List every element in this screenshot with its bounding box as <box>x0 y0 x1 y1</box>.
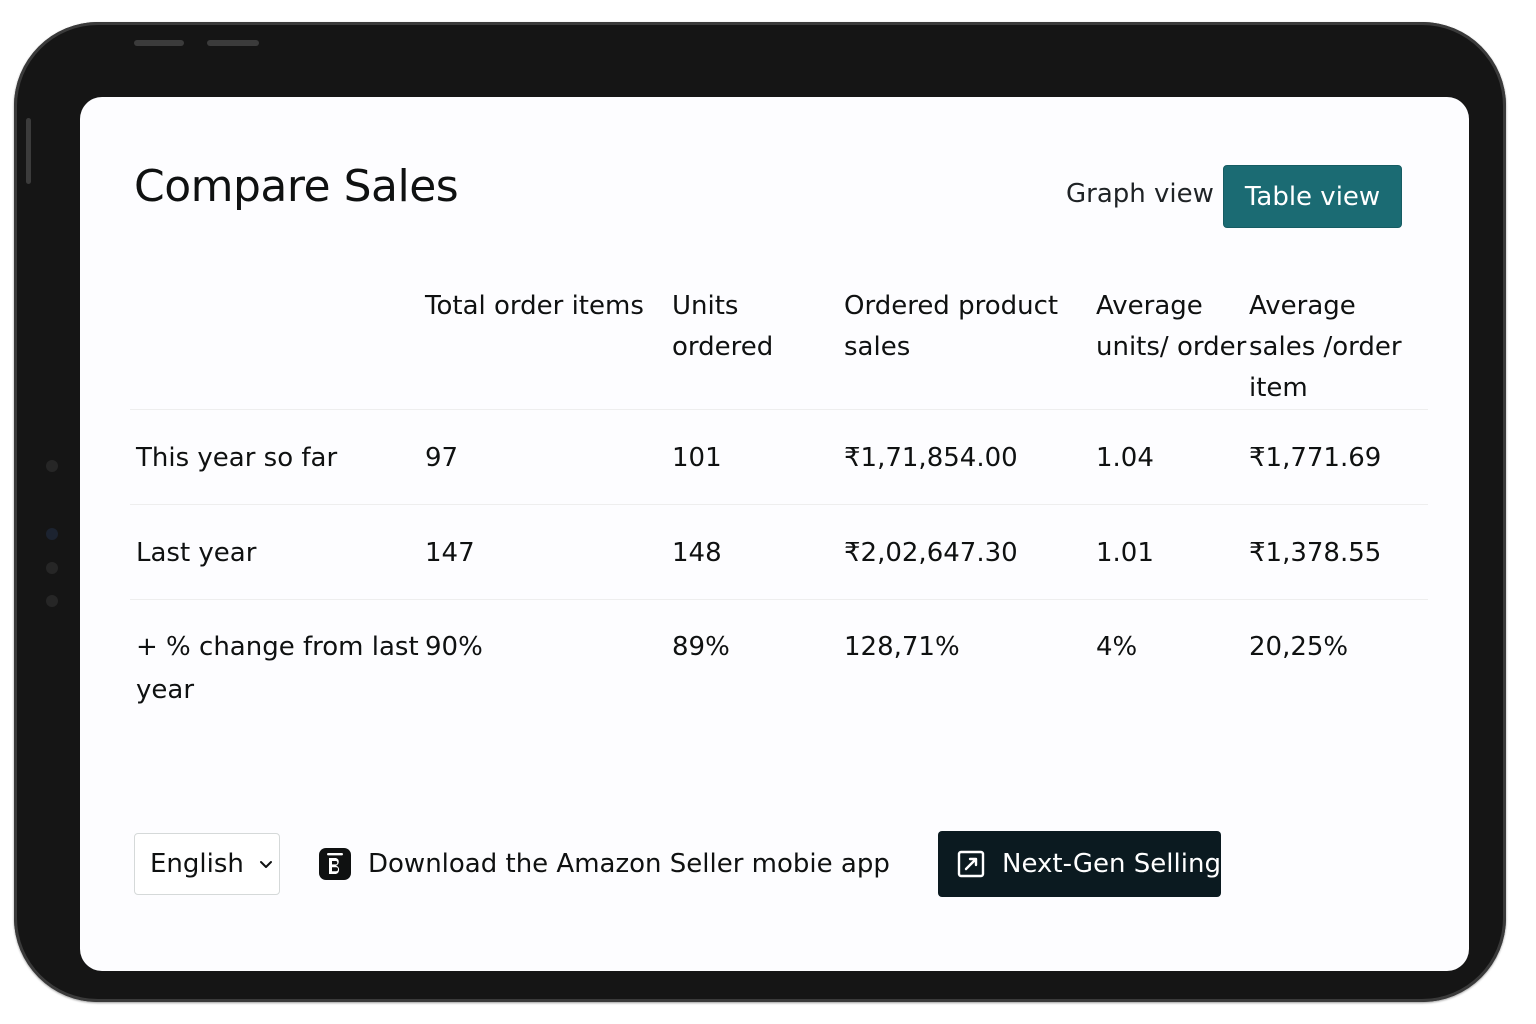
table-cell: 97 <box>425 409 672 505</box>
chevron-down-icon <box>259 861 272 868</box>
next-gen-selling-button[interactable]: Next-Gen Selling <box>938 831 1221 897</box>
compare-sales-table: Total order items Units ordered Ordered … <box>130 282 1428 736</box>
percent-change-cell: 20,25% <box>1249 632 1349 662</box>
column-header-average-units-order: Average units/ order <box>1096 282 1249 410</box>
download-seller-app-label: Download the Amazon Seller mobie app <box>368 849 890 879</box>
side-sensor <box>46 562 58 574</box>
table-cell: 147 <box>425 504 672 600</box>
table-row-percent-change: + % change from last year 90% 89% 128,71… <box>130 600 1428 737</box>
external-link-icon <box>957 850 985 878</box>
table-cell: 101 <box>672 409 844 505</box>
column-header-ordered-product-sales: Ordered product sales <box>844 282 1096 410</box>
table-cell: 148 <box>672 504 844 600</box>
table-cell: ₹1,378.55 <box>1249 504 1428 600</box>
column-header-average-sales-order-item: Average sales /order item <box>1249 282 1428 410</box>
table-header-row: Total order items Units ordered Ordered … <box>130 282 1428 410</box>
tablet-frame: Compare Sales Graph view Table view Tota… <box>14 22 1506 1002</box>
table-cell: ₹1,71,854.00 <box>844 409 1096 505</box>
side-sensor <box>46 528 58 540</box>
download-seller-app-link[interactable]: Download the Amazon Seller mobie app <box>318 847 890 881</box>
language-select-value: English <box>150 849 244 879</box>
graph-view-toggle[interactable]: Graph view <box>1066 179 1214 209</box>
table-cell: 1.04 <box>1096 409 1249 505</box>
top-button <box>207 40 259 46</box>
language-select[interactable]: English <box>134 833 280 895</box>
table-cell: ₹1,771.69 <box>1249 409 1428 505</box>
side-button <box>26 118 31 184</box>
percent-change-cell: 90% <box>425 632 483 662</box>
table-row: Last year 147 148 ₹2,02,647.30 1.01 ₹1,3… <box>130 504 1428 600</box>
column-header-total-order-items: Total order items <box>425 282 672 410</box>
side-sensor <box>46 595 58 607</box>
table-cell: 1.01 <box>1096 504 1249 600</box>
table-row: This year so far 97 101 ₹1,71,854.00 1.0… <box>130 409 1428 505</box>
screen: Compare Sales Graph view Table view Tota… <box>80 97 1469 971</box>
top-button <box>134 40 184 46</box>
page-title: Compare Sales <box>134 161 459 212</box>
table-view-button[interactable]: Table view <box>1223 165 1402 228</box>
column-header-empty <box>130 282 425 410</box>
percent-change-cell: 4% <box>1096 632 1138 662</box>
row-label: This year so far <box>130 409 425 505</box>
next-gen-selling-label: Next-Gen Selling <box>1002 849 1221 879</box>
row-label: + % change from last year <box>136 632 419 705</box>
side-sensor <box>46 460 58 472</box>
percent-change-cell: 128,71% <box>844 632 960 662</box>
seller-app-icon <box>319 848 351 880</box>
percent-change-cell: 89% <box>672 632 730 662</box>
row-label: Last year <box>130 504 425 600</box>
table-cell: ₹2,02,647.30 <box>844 504 1096 600</box>
column-header-units-ordered: Units ordered <box>672 282 844 410</box>
